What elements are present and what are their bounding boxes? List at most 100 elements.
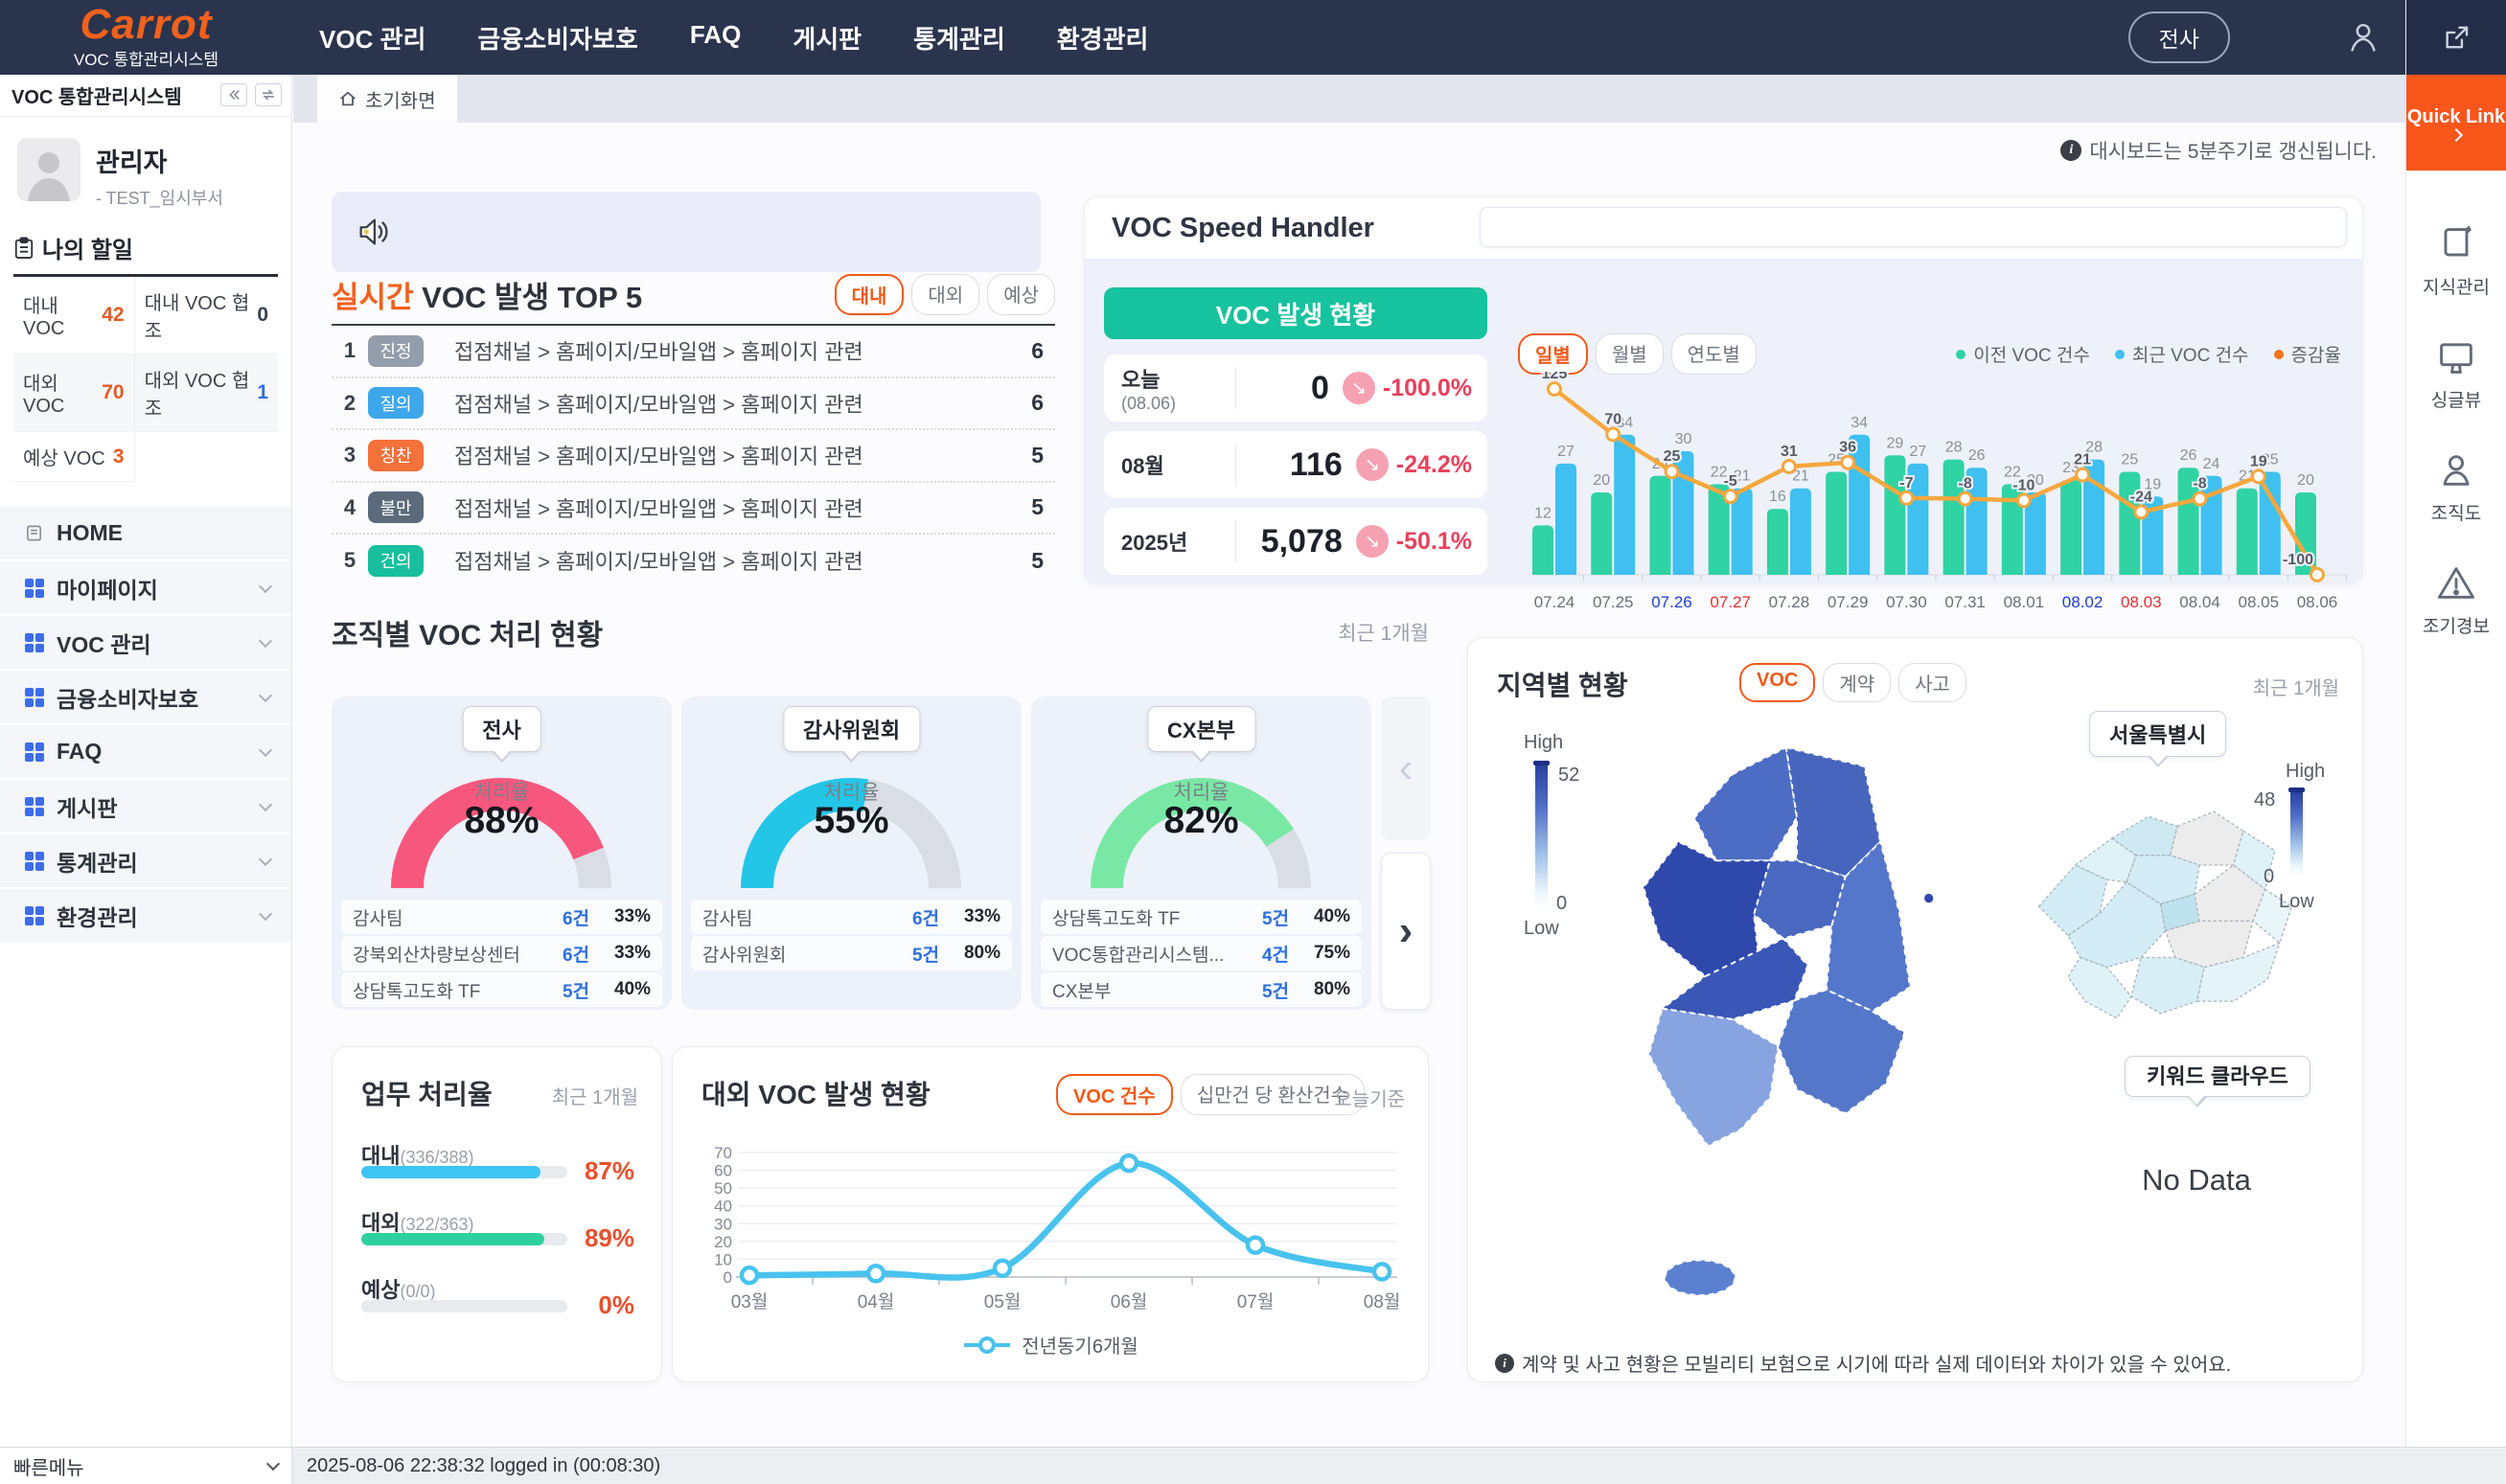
top5-row[interactable]: 4 불만 접점채널 > 홈페이지/모바일앱 > 홈페이지 관련 5	[332, 483, 1055, 535]
carousel-prev-button[interactable]: ‹	[1381, 696, 1431, 840]
nav-menu-item[interactable]: 금융소비자보호	[477, 24, 638, 54]
org-row[interactable]: VOC통합관리시스템... 4건 75%	[1041, 936, 1362, 970]
org-row[interactable]: 강북외산차량보상센터 6건 33%	[341, 936, 662, 970]
sidebar-refresh-button[interactable]	[255, 83, 282, 106]
trend-filter-VOC 건수[interactable]: VOC 건수	[1056, 1074, 1173, 1115]
org-rows: 감사팀 6건 33% 감사위원회 5건 80%	[691, 900, 1012, 972]
logout-button[interactable]	[2406, 0, 2506, 75]
korea-legend-low: Low	[1524, 918, 1559, 939]
svg-text:08.05: 08.05	[2238, 593, 2279, 611]
korea-legend-max: 52	[1558, 765, 1580, 786]
top5-rank: 2	[343, 390, 356, 415]
svg-text:0: 0	[724, 1268, 732, 1287]
quick-menu-toggle[interactable]: 빠른메뉴	[0, 1448, 292, 1484]
nav-menu-item[interactable]: 게시판	[793, 24, 862, 54]
stat-delta-badge: ↘ -24.2%	[1355, 448, 1472, 481]
svg-text:-100: -100	[2283, 552, 2313, 568]
quicklink-item[interactable]: 지식관리	[2423, 223, 2490, 336]
top5-count: 5	[1031, 494, 1044, 520]
grid-icon	[25, 688, 44, 707]
sidebar-item[interactable]: FAQ	[0, 725, 291, 778]
org-row[interactable]: 상담톡고도화 TF 5건 40%	[341, 972, 662, 1007]
quicklink-item[interactable]: 조기경보	[2423, 562, 2490, 675]
quicklink-toggle[interactable]: Quick Link	[2406, 75, 2506, 171]
gauge-label: 처리율	[1173, 782, 1230, 804]
region-filter-계약[interactable]: 계약	[1823, 663, 1892, 702]
sidebar-item[interactable]: 환경관리	[0, 889, 291, 942]
top5-list: 1 진정 접점채널 > 홈페이지/모바일앱 > 홈페이지 관련 6 2 질의 접점채널 > …	[332, 326, 1055, 587]
speed-stat-label: 08월	[1104, 444, 1236, 486]
svg-text:26: 26	[1968, 447, 1986, 464]
gauge	[377, 752, 626, 894]
org-row[interactable]: CX본부 5건 80%	[1041, 972, 1362, 1007]
period-filter-월별[interactable]: 월별	[1595, 333, 1664, 375]
period-filter-일별[interactable]: 일별	[1518, 333, 1588, 375]
org-row[interactable]: 상담톡고도화 TF 5건 40%	[1041, 900, 1362, 934]
top5-filter-예상[interactable]: 예상	[987, 273, 1055, 315]
tab-home-screen[interactable]: 초기화면	[317, 75, 457, 123]
user-profile-icon[interactable]	[2345, 19, 2381, 56]
svg-text:10: 10	[714, 1250, 732, 1268]
nav-menu-item[interactable]: 환경관리	[1056, 24, 1149, 54]
sidebar-item-home[interactable]: HOME	[0, 507, 291, 559]
svg-text:08월: 08월	[1364, 1291, 1401, 1313]
sidebar-item[interactable]: 통계관리	[0, 834, 291, 887]
brand[interactable]: Carrot VOC 통합관리시스템	[0, 3, 292, 70]
trend-filter-십만건 당 환산건수[interactable]: 십만건 당 환산건수	[1180, 1074, 1366, 1115]
legend-item: 증감율	[2273, 341, 2341, 367]
top5-row[interactable]: 1 진정 접점채널 > 홈페이지/모바일앱 > 홈페이지 관련 6	[332, 326, 1055, 378]
keyword-cloud-button[interactable]: 키워드 클라우드	[2125, 1056, 2311, 1097]
region-filter-사고[interactable]: 사고	[1898, 663, 1966, 702]
region-status-card: 지역별 현황 VOC 계약 사고 최근 1개월 High 52 0 Low	[1467, 637, 2363, 1382]
sidebar-collapse-button[interactable]	[219, 83, 247, 106]
legend-label: 증감율	[2290, 346, 2341, 366]
org-row-name: 상담톡고도화 TF	[1052, 908, 1181, 929]
svg-text:19: 19	[2144, 476, 2161, 492]
svg-text:40: 40	[714, 1198, 732, 1216]
todo-label: 예상 VOC	[23, 448, 105, 469]
org-row[interactable]: 감사팀 6건 33%	[341, 900, 662, 934]
seoul-district-map[interactable]	[2005, 763, 2321, 1031]
sidebar-item[interactable]: 마이페이지	[0, 561, 291, 614]
scope-button[interactable]: 전사	[2127, 11, 2230, 63]
legend-label: 최근 VOC 건수	[2131, 346, 2249, 366]
svg-text:26: 26	[2180, 447, 2197, 464]
voc-status-button[interactable]: VOC 발생 현황	[1104, 287, 1487, 339]
top5-row[interactable]: 5 건의 접점채널 > 홈페이지/모바일앱 > 홈페이지 관련 5	[332, 535, 1055, 587]
korea-legend-high: High	[1524, 732, 1564, 753]
document-icon	[25, 524, 43, 542]
period-filter-연도별[interactable]: 연도별	[1670, 333, 1757, 375]
org-card-전사: 전사 처리율 88% 감사팀 6건 33% 강북외산차량보상센터 6건 33% 상담톡고도화 TF…	[332, 696, 672, 1010]
top5-filter-대외[interactable]: 대외	[911, 273, 980, 315]
nav-menu-item[interactable]: VOC 관리	[319, 24, 426, 54]
top5-filters: 대내 대외 예상	[834, 273, 1055, 315]
realtime-top5-section: 실시간 VOC 발생 TOP 5 대내 대외 예상 1 진정 접점채널 > 홈페이지/모…	[332, 272, 1055, 587]
svg-text:06월: 06월	[1111, 1291, 1148, 1313]
sidebar-item[interactable]: VOC 관리	[0, 616, 291, 669]
logout-icon	[2440, 21, 2472, 54]
announcement-banner[interactable]	[332, 192, 1041, 272]
top5-row[interactable]: 3 칭찬 접점채널 > 홈페이지/모바일앱 > 홈페이지 관련 5	[332, 430, 1055, 483]
nav-menu-item[interactable]: 통계관리	[913, 24, 1005, 54]
todo-value: 3	[112, 445, 125, 468]
sidebar-item[interactable]: 금융소비자보호	[0, 671, 291, 723]
carousel-next-button[interactable]: ›	[1381, 853, 1431, 1010]
chart-legend: 이전 VOC 건수 최근 VOC 건수 증감율	[1956, 341, 2341, 367]
top5-row[interactable]: 2 질의 접점채널 > 홈페이지/모바일앱 > 홈페이지 관련 6	[332, 378, 1055, 430]
korea-choropleth-map[interactable]	[1581, 737, 1986, 1315]
nav-menu-item[interactable]: FAQ	[689, 19, 742, 49]
sidebar-item[interactable]: 게시판	[0, 780, 291, 833]
region-filter-VOC[interactable]: VOC	[1739, 663, 1816, 702]
org-row[interactable]: 감사팀 6건 33%	[691, 900, 1012, 934]
top5-filter-대내[interactable]: 대내	[834, 273, 905, 315]
org-row-name: 강북외산차량보상센터	[353, 945, 520, 966]
quicklink-item[interactable]: 조직도	[2431, 449, 2481, 562]
org-name-tooltip: 감사위원회	[782, 706, 921, 752]
speaker-icon	[355, 214, 391, 250]
stat-sublabel: (08.06)	[1121, 393, 1177, 413]
speed-search-input[interactable]	[1480, 207, 2347, 247]
svg-text:07.31: 07.31	[1944, 593, 1986, 611]
org-row[interactable]: 감사위원회 5건 80%	[691, 936, 1012, 970]
quicklink-item[interactable]: 싱글뷰	[2431, 336, 2481, 449]
